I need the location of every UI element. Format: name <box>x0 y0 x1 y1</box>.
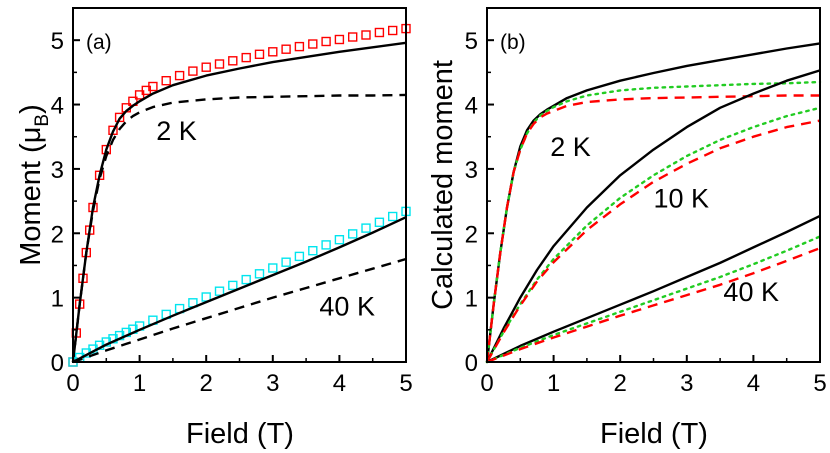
panel-a-data-point <box>148 81 158 92</box>
panel-a-data-point <box>268 47 278 57</box>
panel-b-series-line-4 <box>485 106 822 364</box>
panel-a-x-tick-label: 5 <box>399 370 412 397</box>
panel-a-y-tick-label: 1 <box>51 286 64 313</box>
panel-a-ticks: 0 1 2 3 4 5 0 1 2 3 4 5 <box>51 7 413 397</box>
panel-a-data-point <box>361 223 371 233</box>
panel-a-data-point <box>374 217 385 228</box>
panel-b-y-tick-label: 3 <box>465 157 478 184</box>
panel-b-y-axis-title: Calculated moment <box>427 60 459 310</box>
panel-a-data-point <box>268 263 278 273</box>
panel-b-x-tick-label: 1 <box>547 370 560 397</box>
panel-b-x-tick-label: 3 <box>680 370 693 397</box>
panel-b-ticks: 0 1 2 3 4 5 0 1 2 3 4 5 <box>465 7 827 397</box>
panel-a-data-point <box>254 269 265 279</box>
panel-a: 0 1 2 3 4 5 0 1 2 3 4 5 (a) 2 K 40 K Field (T) Momen… <box>15 7 413 450</box>
panel-a-x-axis-title: Field (T) <box>186 418 294 450</box>
panel-a-x-tick-label: 1 <box>133 370 146 397</box>
panel-a-y-axis-title: Moment (μB) <box>15 104 53 266</box>
panel-a-x-tick-label: 3 <box>266 370 279 397</box>
panel-a-data-point <box>348 32 358 42</box>
panel-b-x-tick-label: 4 <box>747 370 760 397</box>
panel-b-y-tick-label: 2 <box>465 221 478 248</box>
panel-a-y-tick-label: 2 <box>51 221 64 248</box>
panel-b-series-line-5 <box>485 119 821 363</box>
panel-a-data-point <box>388 25 398 36</box>
panel-a-data-point <box>308 245 318 256</box>
panel-b-series-line-3 <box>485 69 821 363</box>
panel-b-y-tick-label: 5 <box>465 28 478 55</box>
panel-a-annotations: 2 K 40 K <box>156 116 375 322</box>
panel-a-data-point <box>281 44 291 54</box>
panel-a-data-point <box>214 59 225 69</box>
panel-a-y-tick-label: 0 <box>51 350 64 377</box>
panel-b-annotation: 10 K <box>654 184 710 214</box>
panel-b-y-tick-label: 4 <box>465 93 478 120</box>
panel-a-label: (a) <box>86 31 112 54</box>
panel-a-data-point <box>308 39 318 49</box>
panel-a-y-tick-label: 3 <box>51 157 64 184</box>
panel-a-data-point <box>228 280 238 291</box>
panel-b-label: (b) <box>500 31 526 54</box>
panel-b-y-tick-label: 0 <box>465 350 478 377</box>
panel-a-data-point <box>294 251 305 262</box>
panel-a-x-tick-label: 0 <box>66 370 79 397</box>
panel-b-series-line-6 <box>486 214 821 364</box>
panel-b-series-line-7 <box>485 235 822 364</box>
panel-b-annotation: 40 K <box>723 277 779 307</box>
panel-a-data-point <box>161 75 171 86</box>
panel-b-x-axis-title: Field (T) <box>600 418 708 450</box>
panel-b-x-tick-label: 0 <box>480 370 493 397</box>
panel-b-series-line-1 <box>485 80 822 364</box>
panel-b-annotation: 2 K <box>550 132 591 162</box>
panel-a-series-line-5 <box>72 257 407 364</box>
panel-b-series <box>485 42 822 364</box>
panel-a-data-point <box>388 211 398 222</box>
panel-a-data-point <box>348 229 358 239</box>
panel-a-data-point <box>228 56 238 66</box>
panel-a-data-point <box>334 234 345 245</box>
panel-b-series-line-2 <box>485 94 820 363</box>
panel-a-data-point <box>241 52 251 63</box>
panel-a-data-point <box>254 49 265 59</box>
panel-a-y-tick-label: 4 <box>51 93 64 120</box>
panel-b-x-tick-label: 2 <box>614 370 627 397</box>
panel-b-x-tick-label: 5 <box>813 370 826 397</box>
panel-a-data-point <box>321 36 331 47</box>
panel-a-annotation: 40 K <box>319 292 375 322</box>
panel-a-y-axis-title-close: ) <box>15 104 47 114</box>
panel-a-y-tick-label: 5 <box>51 28 64 55</box>
panel-a-data-point <box>334 34 345 45</box>
panel-a-data-point <box>174 70 185 81</box>
panel-a-data-point <box>214 286 225 296</box>
panel-a-y-axis-title-sub: B <box>32 114 53 127</box>
panel-a-x-tick-label: 2 <box>200 370 213 397</box>
panel-a-data-point <box>281 257 291 267</box>
panel-a-series-line-4 <box>72 216 407 364</box>
panel-a-data-point <box>294 41 305 52</box>
panel-b-series-line-8 <box>486 246 821 364</box>
panel-b-y-tick-label: 1 <box>465 286 478 313</box>
panel-a-data-point <box>361 30 371 40</box>
panel-a-data-point <box>374 27 385 38</box>
panel-a-data-point <box>241 274 251 285</box>
panel-b-annotations: 2 K 10 K 40 K <box>550 132 779 307</box>
panel-a-data-point <box>114 112 125 123</box>
panel-a-y-axis-title-main: Moment (μ <box>15 127 47 266</box>
panel-a-series <box>68 23 411 367</box>
panel-a-series-line-2 <box>71 93 407 363</box>
panel-a-data-point <box>201 62 211 72</box>
panel-a-x-tick-label: 4 <box>333 370 346 397</box>
panel-a-annotation: 2 K <box>156 116 197 146</box>
panel-b: 0 1 2 3 4 5 0 1 2 3 4 5 (b) 2 K 10 K 40 K Field (T) C… <box>427 7 827 450</box>
panel-a-data-point <box>321 240 331 250</box>
panel-a-data-point <box>188 66 198 76</box>
